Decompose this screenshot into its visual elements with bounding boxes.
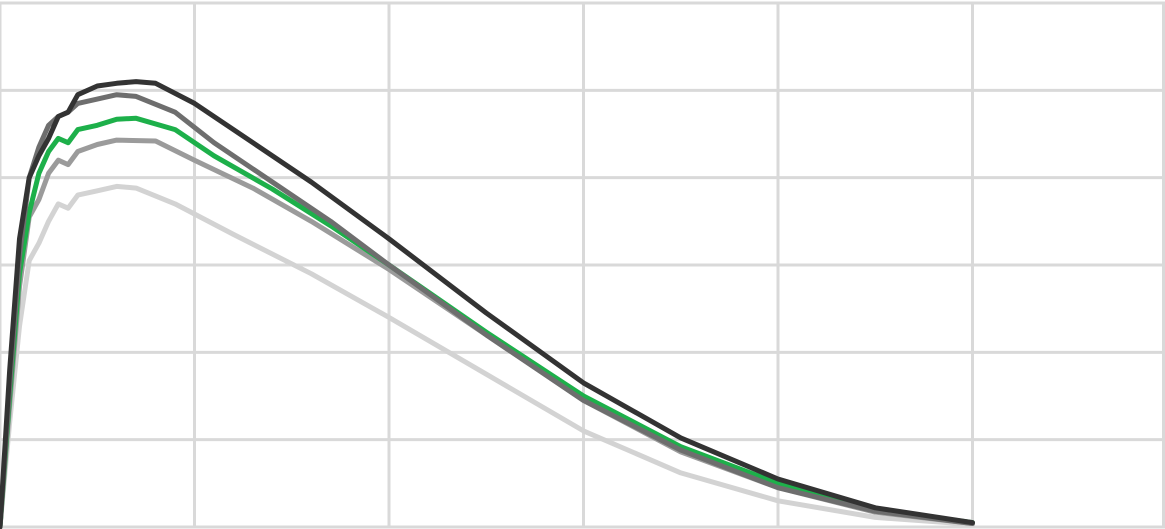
chart-series-group bbox=[0, 79, 975, 529]
series-line-3 bbox=[0, 115, 975, 529]
series-line-1 bbox=[0, 183, 975, 529]
series-line-5 bbox=[0, 79, 975, 529]
